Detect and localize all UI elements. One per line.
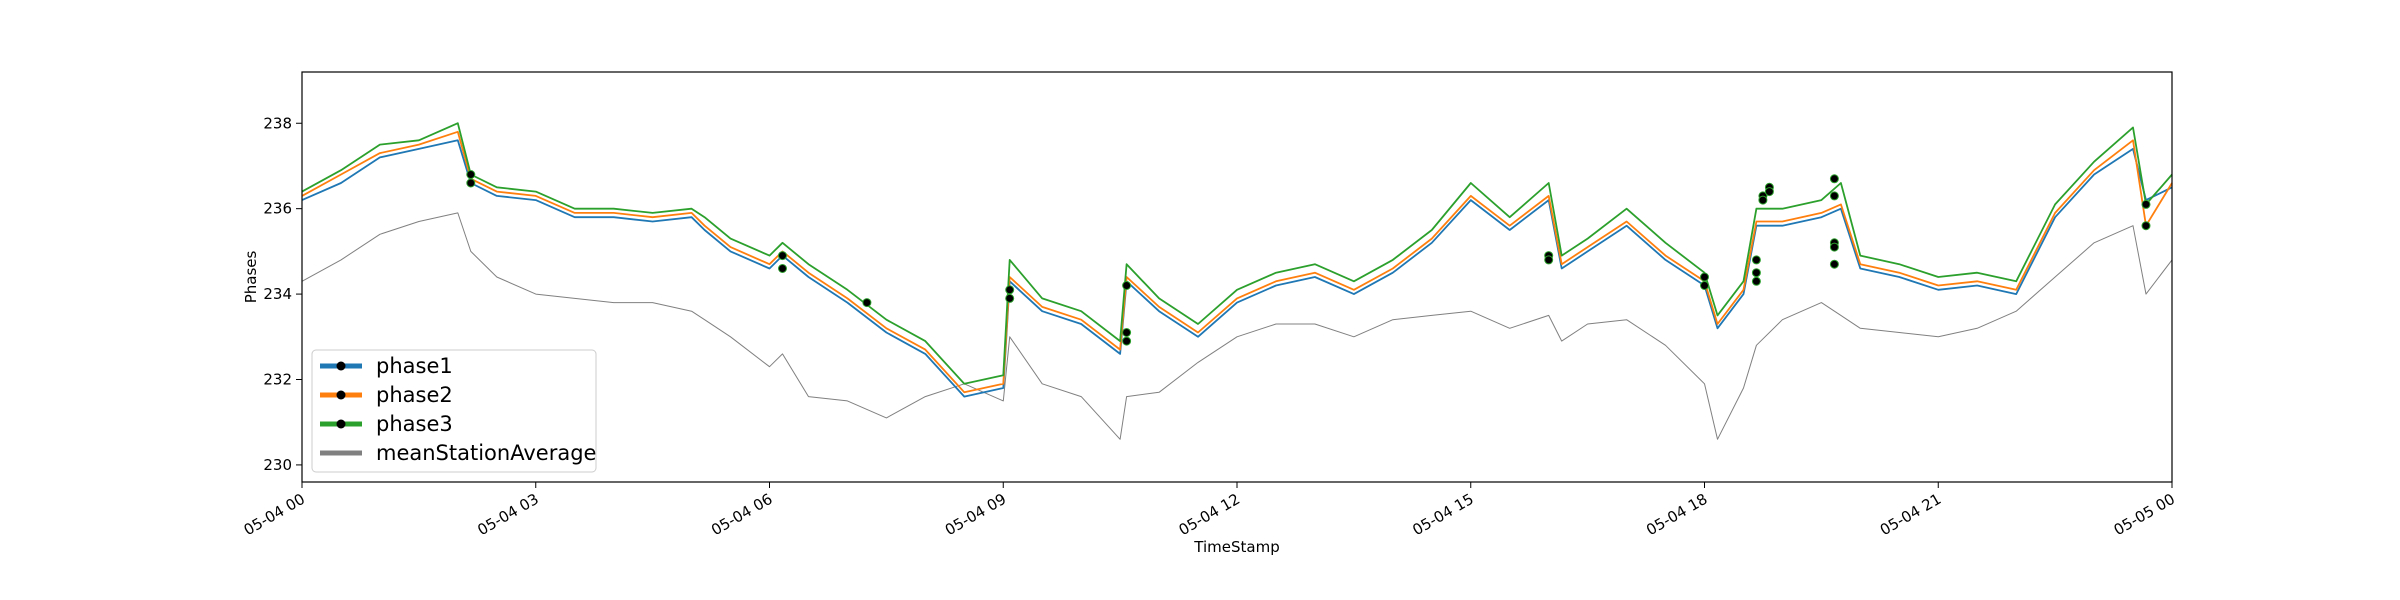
legend-marker-icon <box>336 390 346 400</box>
data-point-marker <box>2141 199 2151 209</box>
x-tick-label: 05-04 21 <box>1877 490 1944 539</box>
data-point-marker <box>1829 174 1839 184</box>
data-point-marker <box>1751 255 1761 265</box>
y-tick-label: 232 <box>263 371 292 389</box>
series-line-meanStationAverage <box>301 212 2173 440</box>
data-point-marker <box>1829 242 1839 252</box>
legend: phase1 phase2 phase3 meanStationAverage <box>311 349 597 473</box>
series-line-phase3 <box>301 122 2173 385</box>
x-axis-label: TimeStamp <box>1193 538 1279 556</box>
series-layer <box>301 122 2173 440</box>
data-point-marker <box>1751 276 1761 286</box>
data-point-marker <box>1700 272 1709 282</box>
x-tick-label: 05-05 00 <box>2111 490 2178 539</box>
legend-label: phase3 <box>376 412 453 436</box>
data-point-marker <box>1758 195 1768 205</box>
data-point-marker <box>1544 255 1554 265</box>
x-tick-label: 05-04 06 <box>708 490 775 539</box>
x-tick-label: 05-04 03 <box>474 490 541 539</box>
data-point-marker <box>466 178 476 188</box>
x-axis: 05-04 00 05-04 03 05-04 06 05-04 09 05-04 12… <box>241 482 2178 539</box>
x-tick-label: 05-04 18 <box>1643 490 1710 539</box>
legend-marker-icon <box>336 419 346 429</box>
data-point-marker <box>1829 191 1839 201</box>
data-point-marker <box>1751 268 1761 278</box>
x-tick-label: 05-04 00 <box>241 490 308 539</box>
data-point-marker <box>1005 285 1015 295</box>
data-point-marker <box>778 264 787 273</box>
series-line-phase1 <box>301 139 2173 398</box>
data-point-marker <box>778 251 787 261</box>
data-point-marker <box>1122 328 1132 337</box>
y-axis-label: Phases <box>242 251 260 304</box>
x-tick-label: 05-04 12 <box>1176 490 1243 539</box>
y-axis: 230 232 234 236 238 <box>263 114 302 474</box>
legend-box <box>311 349 597 473</box>
data-point-marker <box>1700 281 1709 290</box>
legend-label: phase2 <box>376 383 453 407</box>
data-point-marker <box>1829 259 1839 269</box>
data-point-marker <box>1764 187 1774 197</box>
data-point-marker <box>1122 281 1132 290</box>
legend-marker-icon <box>336 361 346 371</box>
x-tick-label: 05-04 15 <box>1409 490 1476 539</box>
data-point-marker <box>2141 221 2151 231</box>
marker-layer <box>466 170 2151 346</box>
y-tick-label: 236 <box>263 200 292 218</box>
data-point-marker <box>1005 293 1015 303</box>
y-tick-label: 234 <box>263 285 292 303</box>
y-tick-label: 238 <box>263 114 292 132</box>
data-point-marker <box>466 170 476 179</box>
data-point-marker <box>1122 336 1132 346</box>
y-tick-label: 230 <box>263 456 292 474</box>
legend-label: phase1 <box>376 354 453 378</box>
series-line-phase2 <box>301 130 2173 394</box>
legend-label: meanStationAverage <box>376 441 596 465</box>
data-point-marker <box>862 298 872 308</box>
x-tick-label: 05-04 09 <box>942 490 1009 539</box>
